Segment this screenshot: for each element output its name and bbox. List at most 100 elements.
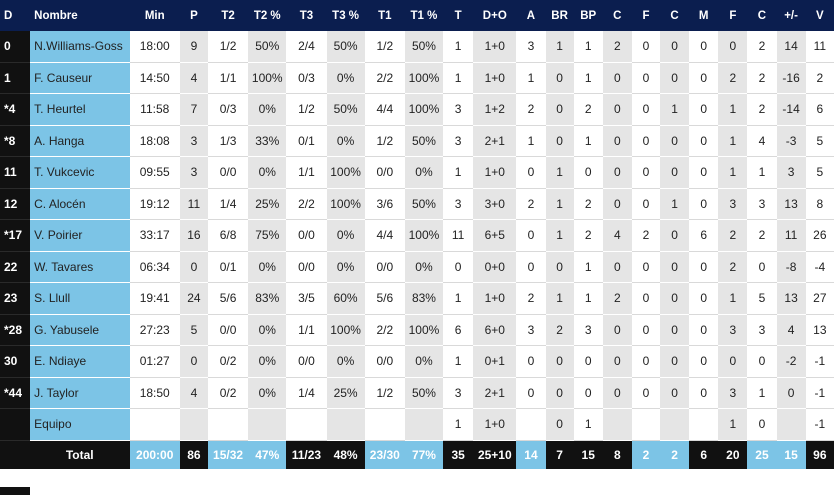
cell-p: 4 xyxy=(179,377,208,409)
cell-d-o: 0+0 xyxy=(473,251,517,283)
cell-t1: 1/2 xyxy=(364,377,405,409)
cell-c2: 0 xyxy=(660,125,690,157)
cell-f: 0 xyxy=(631,377,661,409)
total-f2: 20 xyxy=(718,440,748,469)
cell-nombre[interactable]: A. Hanga xyxy=(30,125,130,157)
cell-t2: 1/1 xyxy=(207,62,249,94)
cell-a: 3 xyxy=(516,314,546,346)
header-bp[interactable]: BP xyxy=(573,0,603,31)
header-br[interactable]: BR xyxy=(545,0,574,31)
cell-d-o: 3+0 xyxy=(473,188,517,220)
cell-m: 0 xyxy=(689,125,719,157)
header-plus-minus[interactable]: +/- xyxy=(776,0,806,31)
cell-t3-pct: 100% xyxy=(326,314,365,346)
cell-bp: 0 xyxy=(573,346,603,378)
cell-t3: 1/2 xyxy=(286,94,327,126)
cell-c3: 2 xyxy=(747,94,777,126)
boxscore-table: D Nombre Min P T2 T2 % T3 T3 % T1 T1 % T D+O A BR BP C F… xyxy=(0,0,834,469)
cell-br: 0 xyxy=(545,94,574,126)
cell-f2: 0 xyxy=(718,346,748,378)
cell-a: 1 xyxy=(516,62,546,94)
player-row: Equipo 1 1+0 0 1 1 0 -1 xyxy=(0,409,834,441)
cell-br: 0 xyxy=(545,409,574,441)
cell-bp: 2 xyxy=(573,188,603,220)
cell-min: 18:08 xyxy=(129,125,180,157)
cell-min: 27:23 xyxy=(129,314,180,346)
cell-t2: 0/2 xyxy=(207,346,249,378)
header-f[interactable]: F xyxy=(631,0,661,31)
cell-t: 1 xyxy=(443,409,474,441)
cell-v: 5 xyxy=(805,125,834,157)
cell-br: 1 xyxy=(545,220,574,252)
cell-m: 0 xyxy=(689,314,719,346)
cell-f: 0 xyxy=(631,157,661,189)
cell-plus-minus: -3 xyxy=(776,125,806,157)
cell-f: 2 xyxy=(631,220,661,252)
cell-c3: 4 xyxy=(747,125,777,157)
cell-t1: 1/2 xyxy=(364,31,405,63)
header-c2[interactable]: C xyxy=(660,0,690,31)
header-nombre[interactable]: Nombre xyxy=(30,0,130,31)
cell-nombre[interactable]: J. Taylor xyxy=(30,377,130,409)
header-p[interactable]: P xyxy=(179,0,208,31)
header-t[interactable]: T xyxy=(443,0,474,31)
cell-nombre[interactable]: S. Llull xyxy=(30,283,130,315)
cell-f xyxy=(631,409,661,441)
header-dorsal[interactable]: D xyxy=(0,0,31,31)
total-t2-pct: 47% xyxy=(248,440,287,469)
cell-t3-pct: 25% xyxy=(326,377,365,409)
header-a[interactable]: A xyxy=(516,0,546,31)
cell-t3: 0/0 xyxy=(286,220,327,252)
cell-t1: 5/6 xyxy=(364,283,405,315)
cell-nombre[interactable]: T. Heurtel xyxy=(30,94,130,126)
cell-v: 13 xyxy=(805,314,834,346)
cell-d-o: 1+0 xyxy=(473,283,517,315)
total-t1: 23/30 xyxy=(364,440,405,469)
cell-dorsal: 23 xyxy=(0,283,31,315)
cell-t2: 1/4 xyxy=(207,188,249,220)
header-c3[interactable]: C xyxy=(747,0,777,31)
header-min[interactable]: Min xyxy=(129,0,180,31)
cell-nombre[interactable]: T. Vukcevic xyxy=(30,157,130,189)
cell-a: 1 xyxy=(516,125,546,157)
header-d-o[interactable]: D+O xyxy=(473,0,517,31)
cell-p: 3 xyxy=(179,125,208,157)
cell-t3-pct: 0% xyxy=(326,62,365,94)
cell-t: 3 xyxy=(443,125,474,157)
cell-nombre[interactable]: V. Poirier xyxy=(30,220,130,252)
header-t2-pct[interactable]: T2 % xyxy=(248,0,287,31)
cell-t: 1 xyxy=(443,283,474,315)
cell-nombre[interactable]: W. Tavares xyxy=(30,251,130,283)
cell-nombre[interactable]: N.Williams-Goss xyxy=(30,31,130,63)
header-m[interactable]: M xyxy=(689,0,719,31)
header-t2[interactable]: T2 xyxy=(207,0,249,31)
header-c[interactable]: C xyxy=(602,0,632,31)
player-row: 12 C. Alocén 19:12 11 1/4 25% 2/2 100% 3/6 50% 3 3+… xyxy=(0,188,834,220)
cell-nombre[interactable]: G. Yabusele xyxy=(30,314,130,346)
total-c3: 25 xyxy=(747,440,777,469)
cell-nombre[interactable]: E. Ndiaye xyxy=(30,346,130,378)
cell-min: 33:17 xyxy=(129,220,180,252)
cell-v: -1 xyxy=(805,377,834,409)
header-v[interactable]: V xyxy=(805,0,834,31)
cell-nombre[interactable]: C. Alocén xyxy=(30,188,130,220)
header-t1[interactable]: T1 xyxy=(364,0,405,31)
cell-nombre[interactable]: Equipo xyxy=(30,409,130,441)
cell-v: 2 xyxy=(805,62,834,94)
header-f2[interactable]: F xyxy=(718,0,748,31)
cell-p: 5 xyxy=(179,314,208,346)
total-c2: 2 xyxy=(660,440,690,469)
header-t1-pct[interactable]: T1 % xyxy=(404,0,444,31)
total-t1-pct: 77% xyxy=(404,440,444,469)
cell-bp: 1 xyxy=(573,251,603,283)
cell-dorsal xyxy=(0,409,31,441)
header-t3[interactable]: T3 xyxy=(286,0,327,31)
cell-v: 5 xyxy=(805,157,834,189)
cell-t3: 2/2 xyxy=(286,188,327,220)
cell-br: 0 xyxy=(545,377,574,409)
cell-plus-minus: -8 xyxy=(776,251,806,283)
cell-c3: 3 xyxy=(747,314,777,346)
cell-c: 2 xyxy=(602,31,632,63)
cell-nombre[interactable]: F. Causeur xyxy=(30,62,130,94)
header-t3-pct[interactable]: T3 % xyxy=(326,0,365,31)
